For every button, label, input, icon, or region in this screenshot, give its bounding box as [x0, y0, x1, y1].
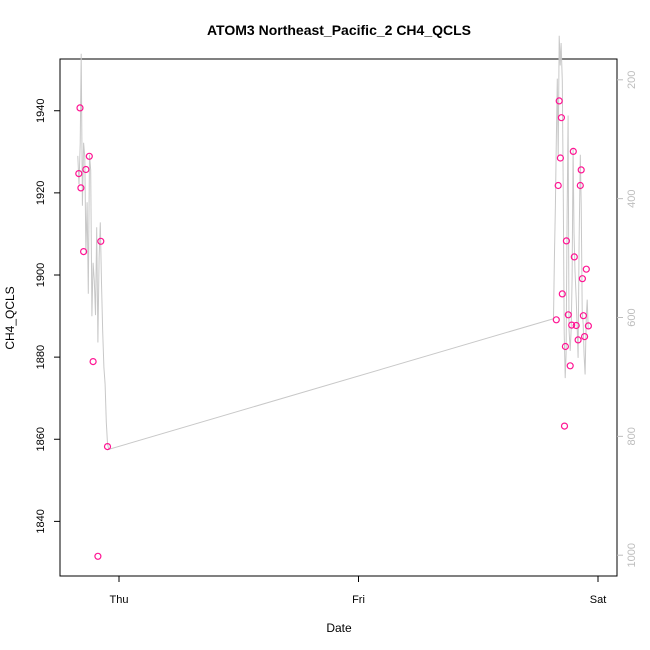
series-points-layer [75, 97, 593, 560]
series-line [77, 35, 589, 451]
y-tick-label: 1900 [35, 263, 47, 287]
data-point [579, 312, 588, 320]
data-point [79, 248, 88, 256]
data-point [97, 237, 105, 245]
x-axis-label: Date [326, 621, 352, 635]
data-point [76, 104, 84, 112]
data-point [82, 165, 90, 174]
data-point [94, 552, 102, 560]
data-point [552, 316, 560, 324]
data-point [77, 184, 85, 192]
data-point [574, 336, 582, 344]
data-point [557, 114, 566, 122]
y-tick-label: 1920 [35, 181, 47, 205]
chart-title: ATOM3 Northeast_Pacific_2 CH4_QCLS [207, 22, 471, 38]
x-tick-label: Fri [352, 594, 365, 606]
y2-tick-label: 600 [626, 308, 638, 326]
y-tick-label: 1860 [35, 427, 47, 451]
x-tick-label: Sat [590, 594, 607, 606]
data-point [568, 321, 576, 329]
data-point [555, 97, 563, 105]
data-point [564, 311, 572, 319]
data-point [89, 358, 97, 366]
y2-tick-label: 1000 [626, 543, 638, 567]
y-tick-label: 1840 [35, 509, 47, 533]
y-tick-label: 1880 [35, 345, 47, 369]
data-point [582, 265, 590, 273]
data-point [558, 290, 566, 298]
x-axis: Thu Fri Sat [110, 576, 607, 606]
y-axis: 1840 1860 1880 1900 1920 1940 [35, 98, 60, 534]
series-line-layer [77, 35, 589, 451]
data-point [556, 154, 565, 162]
data-point [561, 342, 570, 351]
data-point [85, 152, 93, 160]
data-point [569, 147, 577, 155]
data-point [577, 166, 585, 174]
data-point [578, 275, 587, 283]
data-point [554, 181, 562, 190]
data-point [576, 181, 584, 190]
y2-tick-label: 400 [626, 189, 638, 207]
data-point [103, 443, 112, 451]
y2-tick-label: 200 [626, 71, 638, 89]
data-point [562, 237, 571, 245]
secondary-y-axis: 200 400 600 800 1000 [617, 71, 638, 567]
data-point [566, 362, 574, 370]
data-point [580, 333, 589, 341]
plot-area [59, 58, 618, 577]
data-point [570, 253, 578, 261]
x-tick-label: Thu [110, 594, 129, 606]
data-point [75, 170, 83, 178]
y-axis-label: CH4_QCLS [3, 286, 17, 349]
y2-tick-label: 800 [626, 427, 638, 445]
data-point [572, 321, 580, 330]
y-tick-label: 1940 [35, 98, 47, 122]
data-point [560, 422, 569, 430]
data-point [584, 322, 593, 330]
